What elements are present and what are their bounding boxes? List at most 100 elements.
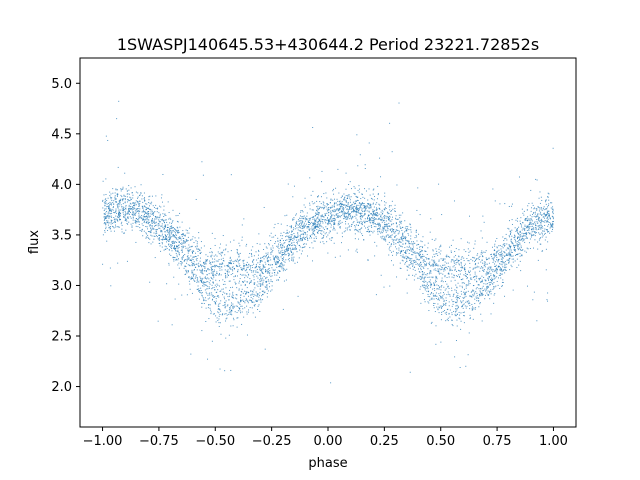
data-point — [340, 222, 342, 224]
data-point — [412, 265, 414, 267]
data-point — [491, 279, 493, 281]
data-point — [235, 283, 237, 285]
data-point — [199, 291, 201, 293]
data-point — [527, 216, 529, 218]
data-point — [135, 241, 137, 243]
data-point — [545, 215, 547, 217]
data-point — [226, 310, 228, 312]
data-point — [322, 220, 324, 222]
data-point — [508, 205, 510, 207]
data-point — [321, 230, 323, 232]
data-point — [210, 313, 212, 315]
data-point — [200, 280, 202, 282]
data-point — [172, 243, 174, 245]
data-point — [371, 219, 373, 221]
data-point — [244, 307, 246, 309]
data-point — [486, 263, 488, 265]
data-point — [381, 221, 383, 223]
data-point — [340, 203, 342, 205]
data-point — [304, 225, 306, 227]
data-point — [117, 205, 119, 207]
data-point — [491, 253, 493, 255]
data-point — [322, 222, 324, 224]
data-point — [228, 312, 230, 314]
data-point — [361, 215, 363, 217]
data-point — [402, 243, 404, 245]
data-point — [537, 215, 539, 217]
data-point — [468, 332, 470, 334]
data-point — [338, 201, 340, 203]
data-point — [379, 222, 381, 224]
data-point — [260, 275, 262, 277]
data-point — [322, 237, 324, 239]
data-point — [261, 290, 263, 292]
data-point — [405, 250, 407, 252]
data-point — [395, 217, 397, 219]
data-point — [467, 260, 469, 262]
data-point — [106, 203, 108, 205]
data-point — [143, 218, 145, 220]
data-point — [390, 243, 392, 245]
data-point — [116, 118, 118, 120]
data-point — [495, 240, 497, 242]
data-point — [496, 280, 498, 282]
data-point — [309, 247, 311, 249]
data-point — [350, 218, 352, 220]
data-point — [135, 225, 137, 227]
data-point — [253, 304, 255, 306]
data-point — [505, 254, 507, 256]
data-point — [510, 264, 512, 266]
data-point — [185, 247, 187, 249]
data-point — [401, 256, 403, 258]
data-point — [485, 263, 487, 265]
data-point — [257, 305, 259, 307]
data-point — [284, 261, 286, 263]
data-point — [118, 201, 120, 203]
data-point — [215, 279, 217, 281]
data-point — [521, 254, 523, 256]
data-point — [234, 297, 236, 299]
data-point — [478, 266, 480, 268]
data-point — [108, 215, 110, 217]
data-point — [371, 226, 373, 228]
data-point — [443, 293, 445, 295]
data-point — [499, 255, 501, 257]
data-point — [480, 230, 482, 232]
data-point — [226, 265, 228, 267]
data-point — [345, 223, 347, 225]
data-point — [441, 279, 443, 281]
data-point — [424, 265, 426, 267]
data-point — [102, 207, 104, 209]
data-point — [430, 272, 432, 274]
data-point — [373, 213, 375, 215]
data-point — [314, 215, 316, 217]
data-point — [174, 236, 176, 238]
data-point — [254, 267, 256, 269]
data-point — [242, 267, 244, 269]
data-point — [178, 252, 180, 254]
data-point — [416, 252, 418, 254]
data-point — [295, 248, 297, 250]
data-point — [192, 264, 194, 266]
data-point — [247, 276, 249, 278]
data-point — [153, 206, 155, 208]
data-point — [454, 289, 456, 291]
data-point — [272, 249, 274, 251]
data-point — [422, 285, 424, 287]
data-point — [384, 192, 386, 194]
data-point — [517, 253, 519, 255]
data-point — [399, 262, 401, 264]
data-point — [245, 293, 247, 295]
data-point — [453, 310, 455, 312]
data-point — [550, 223, 552, 225]
data-point — [393, 232, 395, 234]
data-point — [292, 253, 294, 255]
data-point — [364, 213, 366, 215]
data-point — [365, 190, 367, 192]
data-point — [395, 229, 397, 231]
data-point — [250, 280, 252, 282]
data-point — [176, 245, 178, 247]
data-point — [231, 267, 233, 269]
data-point — [431, 264, 433, 266]
data-point — [379, 157, 381, 159]
